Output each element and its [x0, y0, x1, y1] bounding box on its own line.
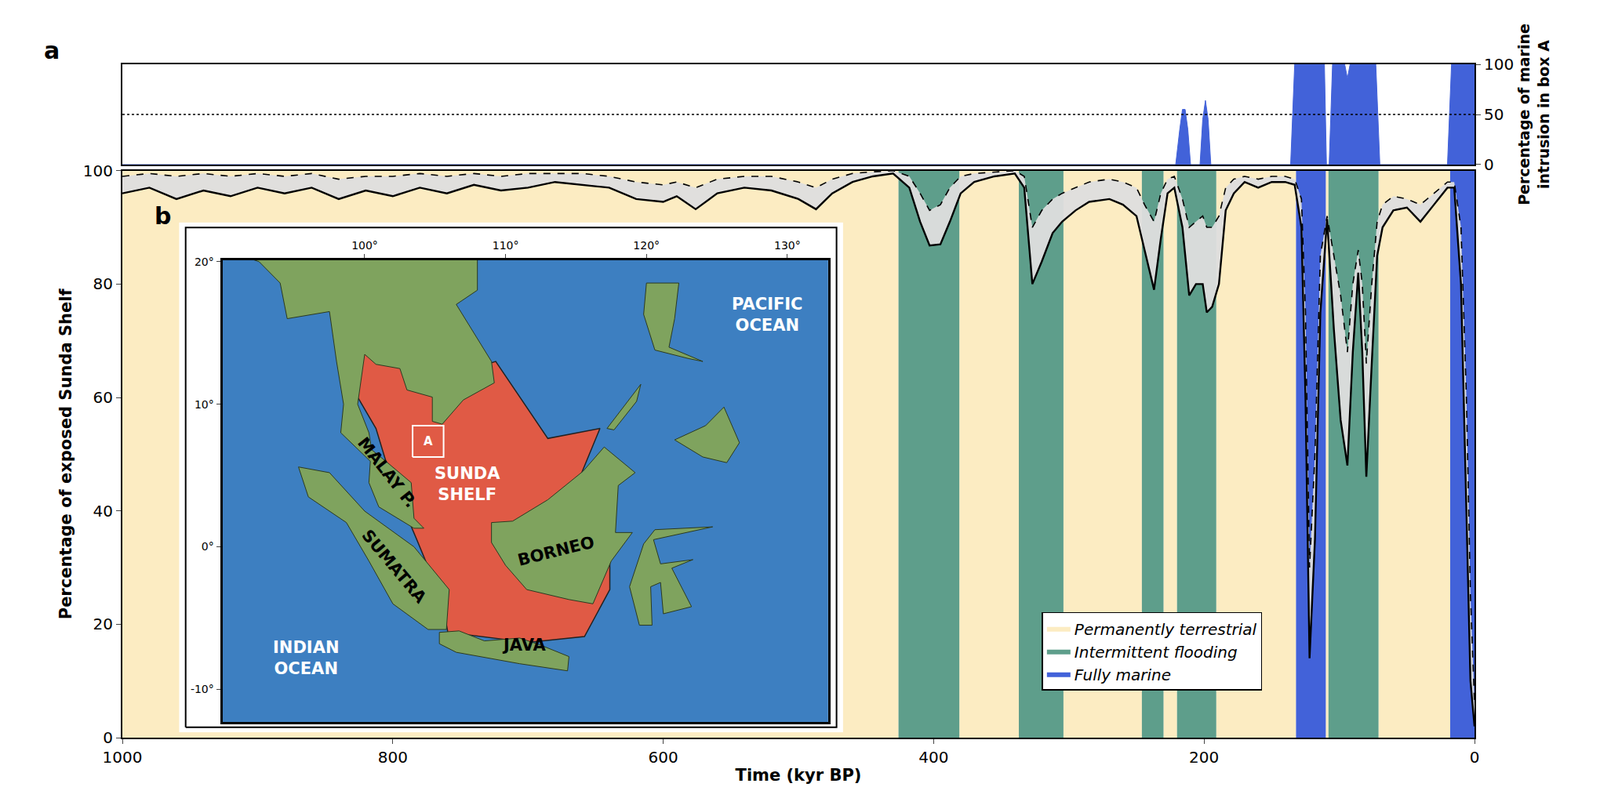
svg-text:100°: 100° [351, 239, 379, 252]
svg-text:-10°: -10° [190, 683, 215, 696]
svg-text:A: A [423, 434, 433, 449]
svg-text:10°: 10° [194, 398, 215, 411]
svg-text:a: a [43, 36, 60, 65]
svg-text:0: 0 [1483, 155, 1495, 175]
svg-text:130°: 130° [774, 239, 801, 252]
svg-text:0: 0 [102, 728, 113, 748]
svg-text:b: b [154, 202, 171, 230]
svg-text:110°: 110° [492, 239, 520, 252]
svg-text:BORNEO: BORNEO [516, 532, 597, 570]
svg-text:20: 20 [93, 614, 113, 634]
svg-text:MALAY P.: MALAY P. [353, 433, 421, 512]
svg-text:800: 800 [378, 748, 408, 768]
svg-text:50: 50 [1483, 105, 1504, 124]
svg-text:40: 40 [93, 501, 113, 521]
svg-text:60: 60 [93, 388, 113, 408]
svg-text:INDIANOCEAN: INDIANOCEAN [272, 638, 339, 679]
svg-text:Percentage of exposed Sunda Sh: Percentage of exposed Sunda Shelf [56, 288, 76, 621]
svg-text:Fully marine: Fully marine [1074, 665, 1171, 685]
svg-text:SUNDASHELF: SUNDASHELF [434, 464, 501, 505]
svg-text:400: 400 [918, 748, 949, 768]
svg-text:200: 200 [1189, 748, 1219, 768]
svg-text:1000: 1000 [102, 748, 143, 768]
svg-text:120°: 120° [632, 239, 660, 252]
svg-text:80: 80 [93, 274, 113, 294]
svg-text:0°: 0° [201, 540, 215, 553]
svg-text:Permanently terrestrial: Permanently terrestrial [1074, 620, 1258, 640]
svg-text:Percentage of marineintrusion: Percentage of marineintrusion in box A [1515, 23, 1553, 206]
svg-text:20°: 20° [194, 255, 215, 269]
svg-text:PACIFICOCEAN: PACIFICOCEAN [731, 294, 804, 335]
svg-text:SUMATRA: SUMATRA [357, 526, 430, 608]
svg-text:600: 600 [648, 748, 679, 768]
svg-text:0: 0 [1469, 748, 1480, 768]
svg-text:JAVA: JAVA [501, 636, 546, 655]
svg-text:100: 100 [1483, 54, 1514, 74]
svg-text:Intermittent flooding: Intermittent flooding [1074, 643, 1238, 662]
svg-text:Time (kyr BP): Time (kyr BP) [735, 766, 862, 786]
svg-text:100: 100 [83, 161, 113, 181]
